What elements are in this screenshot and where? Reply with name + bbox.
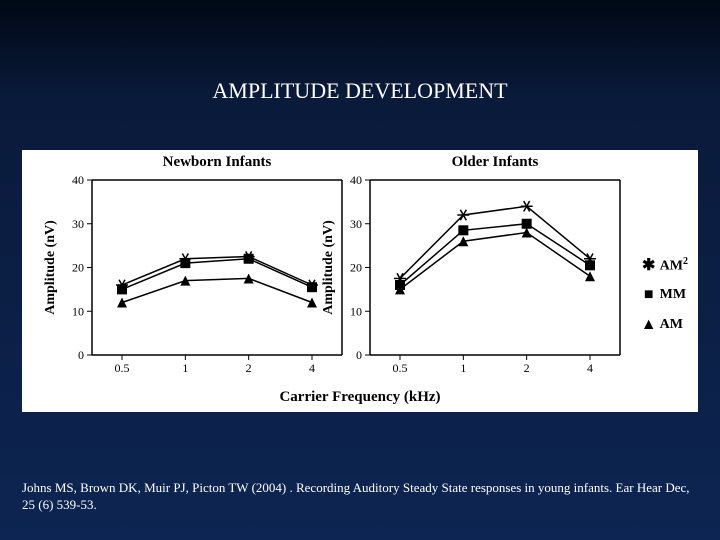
svg-text:4: 4 xyxy=(309,361,315,375)
slide-title: AMPLITUDE DEVELOPMENT xyxy=(0,78,720,104)
svg-text:2: 2 xyxy=(524,361,530,375)
svg-text:40: 40 xyxy=(72,173,84,187)
legend-item-mm: ■ MM xyxy=(638,280,688,310)
svg-text:2: 2 xyxy=(246,361,252,375)
figure-area: Newborn Infants Older Infants 0102030400… xyxy=(22,150,698,412)
asterisk-icon: ✱ xyxy=(638,255,660,275)
legend-item-am2: ✱ AM2 xyxy=(638,250,688,280)
svg-text:0: 0 xyxy=(356,348,362,362)
svg-text:0: 0 xyxy=(78,348,84,362)
svg-text:1: 1 xyxy=(182,361,188,375)
svg-text:0.5: 0.5 xyxy=(115,361,130,375)
svg-text:20: 20 xyxy=(72,261,84,275)
legend-label: AM2 xyxy=(660,256,688,275)
svg-text:1: 1 xyxy=(460,361,466,375)
svg-text:4: 4 xyxy=(587,361,593,375)
legend-label: MM xyxy=(660,287,686,303)
svg-text:Amplitude (nV): Amplitude (nV) xyxy=(43,220,58,315)
citation-text: Johns MS, Brown DK, Muir PJ, Picton TW (… xyxy=(22,480,698,514)
legend: ✱ AM2 ■ MM ▲ AM xyxy=(638,250,688,340)
slide-root: AMPLITUDE DEVELOPMENT Newborn Infants Ol… xyxy=(0,0,720,540)
legend-label: AM xyxy=(660,317,683,333)
svg-text:30: 30 xyxy=(350,217,362,231)
svg-text:0.5: 0.5 xyxy=(393,361,408,375)
svg-text:40: 40 xyxy=(350,173,362,187)
svg-text:10: 10 xyxy=(72,304,84,318)
svg-text:10: 10 xyxy=(350,304,362,318)
svg-text:Amplitude (nV): Amplitude (nV) xyxy=(321,220,336,315)
triangle-icon: ▲ xyxy=(638,316,660,334)
x-axis-caption: Carrier Frequency (kHz) xyxy=(22,389,698,406)
svg-text:30: 30 xyxy=(72,217,84,231)
chart-svg: 0 10 20 30 40 0.5 1 2 4 Amplitude (nV) 0 10 20 30 40 0.… xyxy=(22,150,698,412)
svg-text:20: 20 xyxy=(350,261,362,275)
legend-item-am: ▲ AM xyxy=(638,310,688,340)
panel-title-left: Newborn Infants xyxy=(92,154,342,171)
square-icon: ■ xyxy=(638,286,660,304)
panel-title-right: Older Infants xyxy=(370,154,620,171)
